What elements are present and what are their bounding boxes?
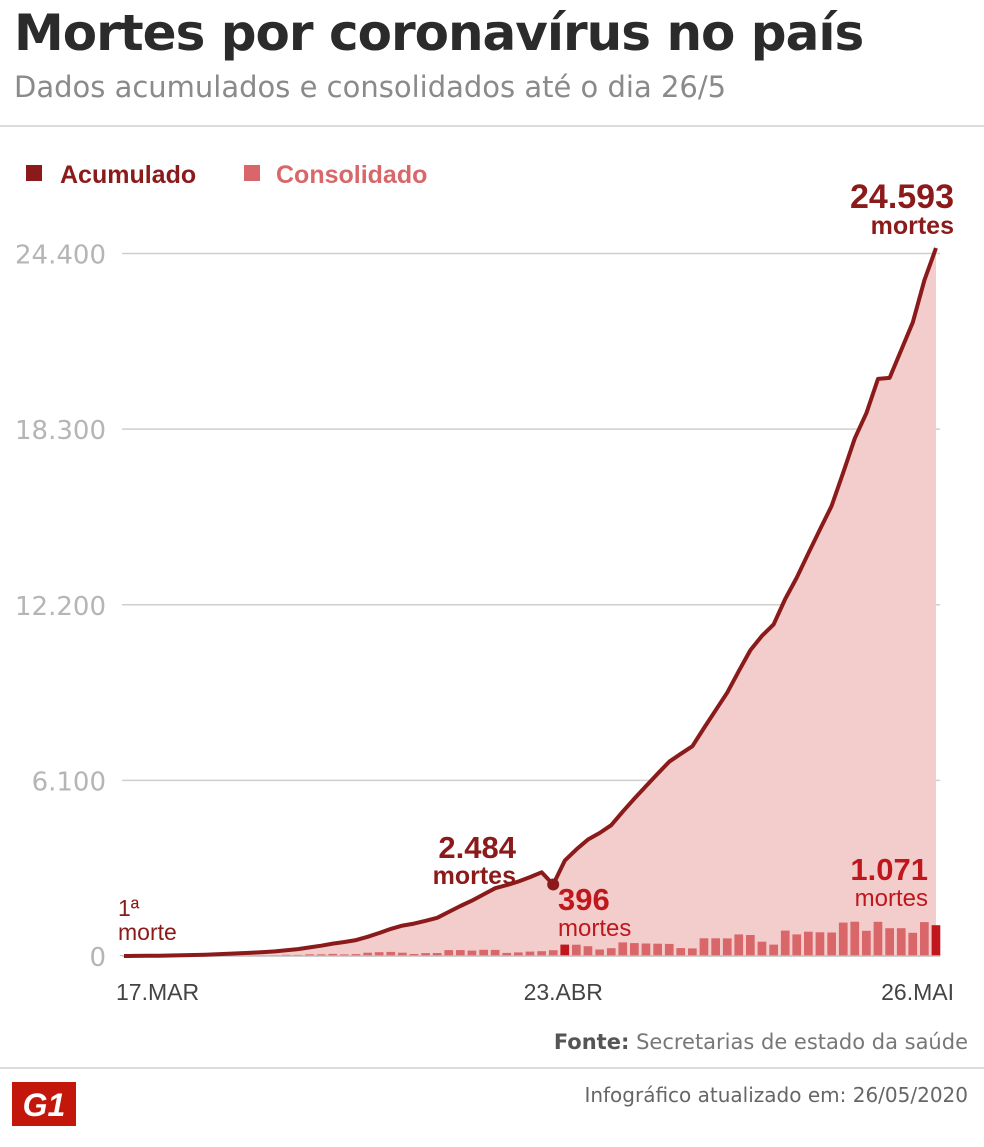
consolidated-bar xyxy=(583,946,593,956)
consolidated-bar xyxy=(502,952,512,956)
consolidated-bar xyxy=(827,932,836,956)
legend-swatch-accumulated xyxy=(26,165,42,181)
consolidated-bar xyxy=(572,944,581,956)
y-tick-label: 24.400 xyxy=(15,241,106,271)
annotation-value: 2.484 xyxy=(438,830,516,865)
consolidated-bar xyxy=(305,954,314,956)
accumulated-area xyxy=(124,248,936,956)
consolidated-bar xyxy=(316,954,326,956)
consolidated-bar xyxy=(653,943,662,956)
consolidated-bar xyxy=(780,930,790,956)
consolidated-bar xyxy=(815,932,825,956)
source-label: Fonte: xyxy=(553,1030,630,1054)
consolidated-bar xyxy=(676,948,686,956)
consolidated-bar xyxy=(328,953,338,956)
consolidated-bar xyxy=(398,952,407,956)
annotation-text: mortes xyxy=(871,212,954,240)
consolidated-bar xyxy=(456,950,465,956)
bottom-divider xyxy=(0,1067,984,1069)
consolidated-bar xyxy=(757,941,767,956)
x-tick-label: 23.ABR xyxy=(524,979,603,1005)
consolidated-bar xyxy=(490,949,500,956)
consolidated-bar xyxy=(699,938,709,956)
consolidated-bar xyxy=(444,950,454,956)
x-tick-label: 17.MAR xyxy=(116,979,199,1005)
consolidated-bar xyxy=(722,938,732,956)
annotation-text: mortes xyxy=(433,862,516,890)
y-tick-label: 6.100 xyxy=(32,767,106,797)
annotation-text: morte xyxy=(118,919,177,945)
consolidated-bar xyxy=(421,953,430,956)
consolidated-bar xyxy=(920,922,929,956)
consolidated-bar xyxy=(479,949,488,956)
consolidated-bar xyxy=(850,921,860,956)
x-tick-label: 26.MAI xyxy=(881,979,954,1005)
consolidated-bar xyxy=(931,925,941,956)
consolidated-bar xyxy=(746,935,755,956)
consolidated-bar xyxy=(386,951,396,956)
consolidated-bar xyxy=(711,938,720,956)
consolidated-bar xyxy=(525,951,535,956)
top-divider xyxy=(0,125,984,127)
y-tick-label: 0 xyxy=(89,943,106,973)
deaths-chart: 0 6.100 12.200 18.300 24.400 17.MAR 23.ABR 26.M… xyxy=(15,161,954,1005)
consolidated-bar xyxy=(409,954,419,956)
consolidated-bar xyxy=(618,942,628,956)
legend-swatch-consolidated xyxy=(244,165,260,181)
legend-label-accumulated: Acumulado xyxy=(60,161,196,189)
annotation-text: mortes xyxy=(855,885,928,912)
consolidated-bar xyxy=(862,930,871,956)
consolidated-bar xyxy=(885,928,894,956)
consolidated-bar xyxy=(908,932,918,956)
legend-label-consolidated: Consolidado xyxy=(276,161,427,189)
annotation-value: 1.071 xyxy=(850,852,928,887)
consolidated-bar xyxy=(514,952,523,956)
consolidated-bar xyxy=(351,954,361,956)
accumulated-marker xyxy=(547,878,560,891)
source-text: Secretarias de estado da saúde xyxy=(636,1030,968,1054)
consolidated-bar xyxy=(838,922,848,956)
consolidated-bar xyxy=(537,951,546,956)
consolidated-bar xyxy=(560,944,570,956)
consolidated-bar xyxy=(734,934,744,956)
consolidated-bar xyxy=(432,953,442,956)
consolidated-bar xyxy=(688,948,697,956)
updated-note: Infográfico atualizado em: 26/05/2020 xyxy=(584,1083,968,1107)
annotation-text: mortes xyxy=(558,915,631,942)
consolidated-bar xyxy=(595,949,604,956)
consolidated-bar xyxy=(548,950,558,956)
consolidated-bar xyxy=(792,934,802,956)
annotation-value: 24.593 xyxy=(850,178,954,216)
page-title: Mortes por coronavírus no país xyxy=(14,4,864,62)
y-tick-label: 18.300 xyxy=(15,416,106,446)
consolidated-bar xyxy=(340,954,349,956)
consolidated-bar xyxy=(630,943,639,956)
g1-logo-text: G1 xyxy=(23,1087,66,1123)
consolidated-bar xyxy=(374,952,384,956)
g1-logo-bg xyxy=(12,1082,76,1126)
consolidated-bar xyxy=(641,943,651,956)
page-subtitle: Dados acumulados e consolidados até o di… xyxy=(14,70,727,104)
consolidated-bar xyxy=(769,944,778,956)
y-tick-label: 12.200 xyxy=(15,592,106,622)
consolidated-bar xyxy=(467,950,477,956)
annotation-value: 396 xyxy=(558,882,610,917)
consolidated-bar xyxy=(873,921,883,956)
annotation-value: 1ª xyxy=(118,895,140,921)
consolidated-bar xyxy=(363,952,372,956)
source-note: Fonte: Secretarias de estado da saúde xyxy=(554,1030,968,1054)
consolidated-bar xyxy=(804,931,813,956)
accumulated-line xyxy=(123,247,938,958)
consolidated-bar xyxy=(606,948,616,956)
g1-logo: G1 xyxy=(12,1082,76,1126)
consolidated-bar xyxy=(664,943,674,956)
consolidated-bar xyxy=(896,928,906,956)
